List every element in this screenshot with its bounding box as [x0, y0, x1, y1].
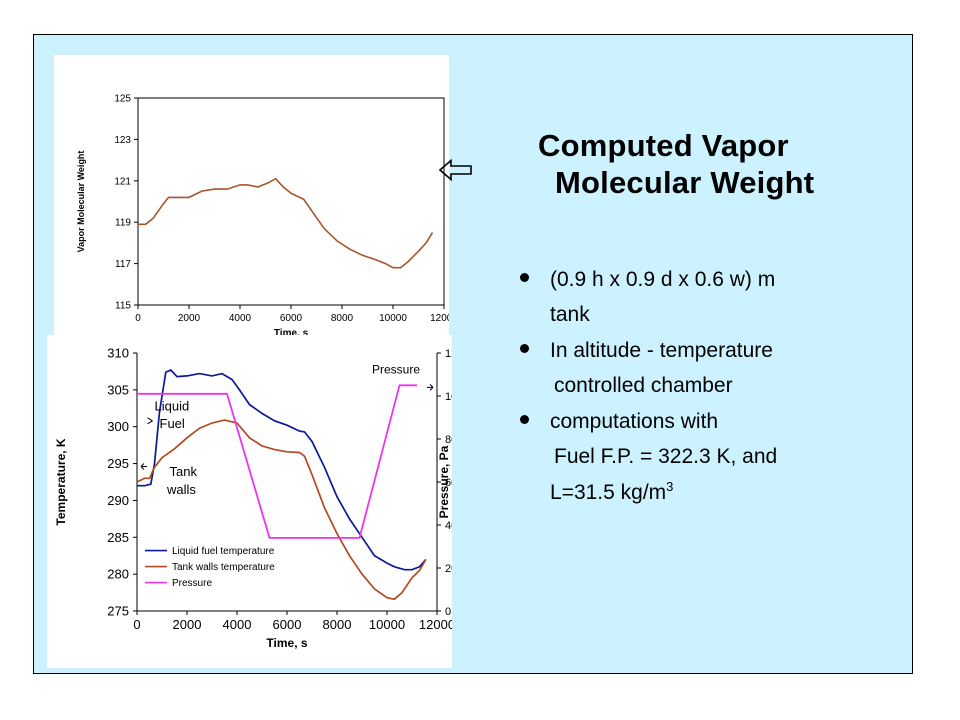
bullet-text: L=31.5 kg/m3	[550, 475, 892, 510]
annotation-label: walls	[166, 482, 196, 497]
y-tick-label: 117	[115, 259, 131, 270]
annotation-label: Liquid	[155, 398, 190, 413]
y2-tick-label: 100000	[445, 391, 452, 403]
x-tick-label: 2000	[178, 313, 201, 324]
series-line-tank-walls-temperature	[136, 419, 427, 601]
legend-label: Liquid fuel temperature	[172, 546, 275, 557]
annotation-label: Pressure	[372, 363, 420, 377]
x-tick-label: 0	[133, 617, 140, 632]
x-tick-label: 12000	[430, 313, 449, 324]
bullet-dot-icon	[520, 414, 529, 424]
x-tick-label: 10000	[369, 617, 405, 632]
bullet-text: (0.9 h x 0.9 d x 0.6 w) m	[550, 268, 776, 291]
y-tick-label: 290	[107, 493, 129, 508]
x-tick-label: 2000	[173, 617, 202, 632]
x-tick-label: 8000	[323, 617, 352, 632]
x-tick-label: 4000	[223, 617, 252, 632]
y-axis-label: Temperature, K	[54, 438, 68, 525]
series-line-liquid-fuel-temperature	[137, 368, 427, 571]
plot-frame	[137, 97, 445, 306]
superscript: 3	[666, 478, 674, 494]
bullet-dot-icon	[520, 273, 529, 282]
x-tick-label: 8000	[331, 313, 354, 324]
y-axis-label: Vapor Molecular Weight	[76, 151, 86, 253]
y-tick-label: 121	[114, 176, 131, 187]
x-axis-label: Time, s	[274, 328, 309, 339]
bullet-text: Fuel F.P. = 322.3 K, and	[554, 445, 778, 469]
bullet-item: computations with Fuel F.P. = 322.3 K, a…	[512, 404, 892, 510]
y2-tick-label: 0	[445, 606, 451, 618]
y-tick-label: 305	[107, 382, 129, 397]
y-tick-label: 115	[115, 301, 131, 312]
y2-axis-label: Pressure, Pa	[437, 445, 451, 518]
bullet-item: In altitude - temperature controlled cha…	[512, 333, 892, 404]
slide: 115 117 119 121 123 125 0 2000 4000 6000 8000 10000…	[33, 34, 913, 674]
pressure-pointer-icon	[427, 384, 434, 391]
y-tick-label: 280	[107, 567, 129, 582]
y-tick-label: 275	[107, 604, 129, 619]
y-tick-label: 295	[107, 456, 129, 471]
y-tick-label: 125	[114, 94, 131, 105]
temperature-pressure-chart: 2752802852902953003053100200004000060000…	[47, 335, 482, 668]
bullet-text: controlled chamber	[554, 374, 733, 398]
x-tick-label: 0	[135, 313, 141, 324]
y-tick-label: 300	[107, 419, 129, 434]
bullet-text: In altitude - temperature	[550, 338, 773, 362]
bullet-text: computations with	[550, 409, 719, 433]
title-line-1: Computed Vapor	[538, 128, 789, 163]
y-tick-label: 123	[114, 135, 131, 146]
annotation-label: Tank	[170, 464, 198, 479]
x-tick-label: 6000	[273, 617, 302, 632]
bullet-text-main: L=31.5 kg/m	[550, 480, 667, 504]
x-tick-label: 12000	[419, 617, 452, 632]
title-line-2: Molecular Weight	[555, 165, 815, 201]
temperature-pressure-chart-svg: 2752802852902953003053100200004000060000…	[54, 346, 482, 651]
molecular-weight-chart-svg: 115 117 119 121 123 125 0 2000 4000 6000 8000 10000…	[76, 94, 458, 340]
liquid-fuel-pointer-icon	[147, 417, 153, 425]
left-arrow-outline-icon	[439, 159, 472, 181]
molecular-weight-chart: 115 117 119 121 123 125 0 2000 4000 6000 8000 10000…	[54, 55, 458, 350]
y2-tick-label: 40000	[445, 520, 452, 532]
bullet-list: (0.9 h x 0.9 d x 0.6 w) m tank In altitu…	[512, 262, 892, 510]
x-tick-label: 4000	[229, 313, 252, 324]
y2-tick-label: 120000	[445, 348, 452, 360]
slide-title: Computed Vapor Molecular Weight	[496, 127, 896, 201]
y2-tick-label: 20000	[445, 563, 452, 575]
x-tick-label: 10000	[379, 313, 407, 324]
bullet-item: (0.9 h x 0.9 d x 0.6 w) m tank	[512, 262, 892, 333]
y2-tick-label: 80000	[445, 434, 452, 446]
annotation-label: Fuel	[160, 416, 185, 431]
legend-label: Tank walls temperature	[172, 562, 275, 573]
legend-label: Pressure	[172, 578, 212, 589]
x-axis-label: Time, s	[266, 636, 307, 650]
series-line-pressure	[137, 384, 417, 539]
bullet-dot-icon	[520, 343, 529, 353]
series-line-molecular-weight	[138, 177, 434, 269]
x-tick-label: 6000	[280, 313, 303, 324]
tank-walls-pointer-icon	[140, 463, 147, 470]
bullet-text: tank	[550, 303, 590, 327]
y-tick-label: 310	[107, 346, 129, 361]
y-tick-label: 285	[107, 530, 129, 545]
y-tick-label: 119	[115, 218, 131, 229]
